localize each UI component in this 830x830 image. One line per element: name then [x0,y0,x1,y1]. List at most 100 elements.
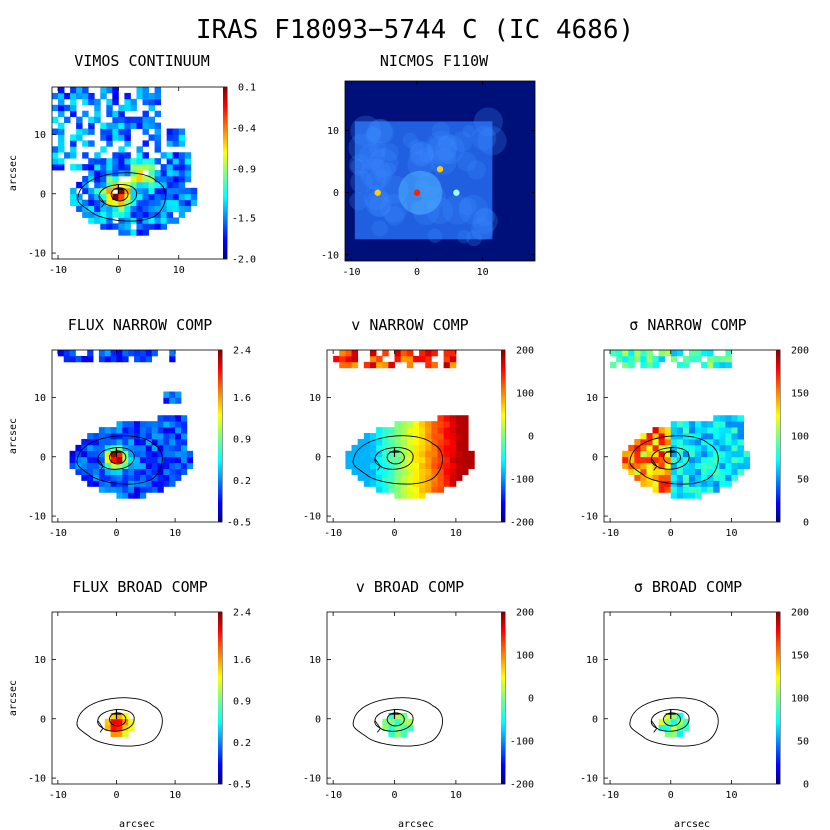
map-pixel [664,350,672,357]
map-pixel [400,438,408,446]
map-pixel [400,724,408,732]
map-pixel [70,87,77,94]
map-pixel [682,718,690,726]
map-pixel [688,486,696,493]
map-pixel [157,456,164,464]
map-pixel [357,438,365,446]
map-pixel [664,468,672,475]
map-pixel [151,462,158,470]
map-pixel [98,433,106,440]
map-pixel [412,444,420,452]
colorbar-tick-label: -100 [510,737,534,748]
map-pixel [437,474,445,481]
map-pixel [682,480,690,487]
map-pixel [104,450,112,458]
map-pixel [52,152,59,159]
image-noise [365,190,392,217]
map-pixel [646,444,653,452]
y-axis-label: arcsec [8,680,19,716]
map-pixel [104,474,112,481]
map-pixel [112,193,119,201]
map-pixel [151,438,158,446]
map-pixel [713,433,720,440]
map-pixel [116,350,123,357]
map-pixel [94,152,101,159]
map-pixel [682,462,690,470]
map-pixel [640,433,647,440]
map-pixel [376,450,383,458]
contour-inner [386,712,405,727]
map-pixel [449,421,457,428]
map-pixel [178,199,186,207]
map-pixel [93,474,100,481]
contour-inner [663,712,681,727]
map-pixel [431,361,438,369]
map-pixel [376,427,383,434]
map-pixel [98,468,106,475]
map-pixel [154,158,162,165]
map-pixel [122,730,129,737]
map-pixel [622,361,629,369]
map-pixel [333,355,340,363]
map-pixel [175,391,182,398]
map-pixel [100,205,107,212]
map-pixel [376,444,383,452]
contour-outer [77,172,167,222]
map-pixel [695,427,702,434]
map-pixel [462,438,469,446]
map-pixel [154,98,162,106]
map-pixel [76,122,83,129]
map-pixel [646,450,653,458]
image-noise [442,195,473,225]
map-pixel [658,427,666,434]
map-pixel [186,456,194,464]
image-noise [358,143,386,170]
contour-outer [629,697,719,747]
map-pixel [719,355,726,363]
map-pixel [169,450,176,458]
map-pixel [157,433,164,440]
map-pixel [110,480,117,487]
map-pixel [151,427,158,434]
y-tick-label: 0 [315,452,321,463]
map-pixel [154,223,162,230]
map-pixel [394,444,402,452]
map-pixel [82,175,89,183]
map-pixel [676,350,684,357]
map-pixel [139,492,147,499]
map-pixel [169,456,176,464]
map-pixel [148,158,155,165]
map-pixel [166,152,174,159]
map-pixel [676,438,684,446]
map-pixel [707,427,714,434]
map-pixel [676,492,684,499]
map-pixel [670,450,678,458]
map-pixel [136,199,143,207]
map-pixel [81,444,88,452]
colorbar [218,350,222,522]
map-pixel [106,98,113,106]
map-pixel [172,164,180,171]
map-pixel [169,433,176,440]
map-pixel [94,217,101,224]
map-pixel [157,462,164,470]
map-pixel [58,158,65,165]
map-pixel [58,92,65,100]
map-pixel [142,193,149,201]
map-pixel [145,444,153,452]
map-pixel [106,205,113,212]
map-pixel [455,438,463,446]
map-pixel [154,122,162,129]
map-pixel [154,205,162,212]
map-pixel [157,450,164,458]
map-pixel [345,456,352,464]
map-pixel [462,415,469,422]
map-pixel [118,181,125,189]
map-pixel [394,486,402,493]
map-pixel [163,474,170,481]
colorbar-tick-label: 100 [516,389,534,400]
map-pixel [69,355,76,363]
map-pixel [169,391,176,398]
map-pixel [134,433,141,440]
map-pixel [124,128,131,135]
